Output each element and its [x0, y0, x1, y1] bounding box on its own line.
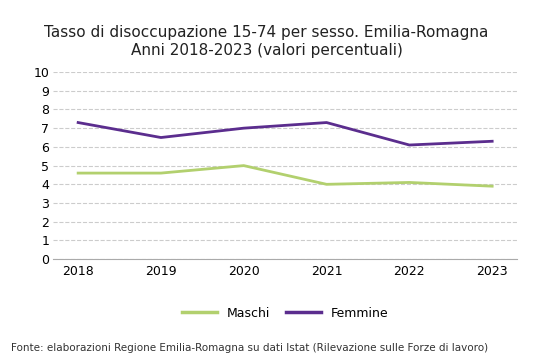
Text: Tasso di disoccupazione 15-74 per sesso. Emilia-Romagna
Anni 2018-2023 (valori p: Tasso di disoccupazione 15-74 per sesso.… — [44, 25, 489, 58]
Text: Fonte: elaborazioni Regione Emilia-Romagna su dati Istat (Rilevazione sulle Forz: Fonte: elaborazioni Regione Emilia-Romag… — [11, 343, 488, 353]
Legend: Maschi, Femmine: Maschi, Femmine — [182, 307, 388, 320]
